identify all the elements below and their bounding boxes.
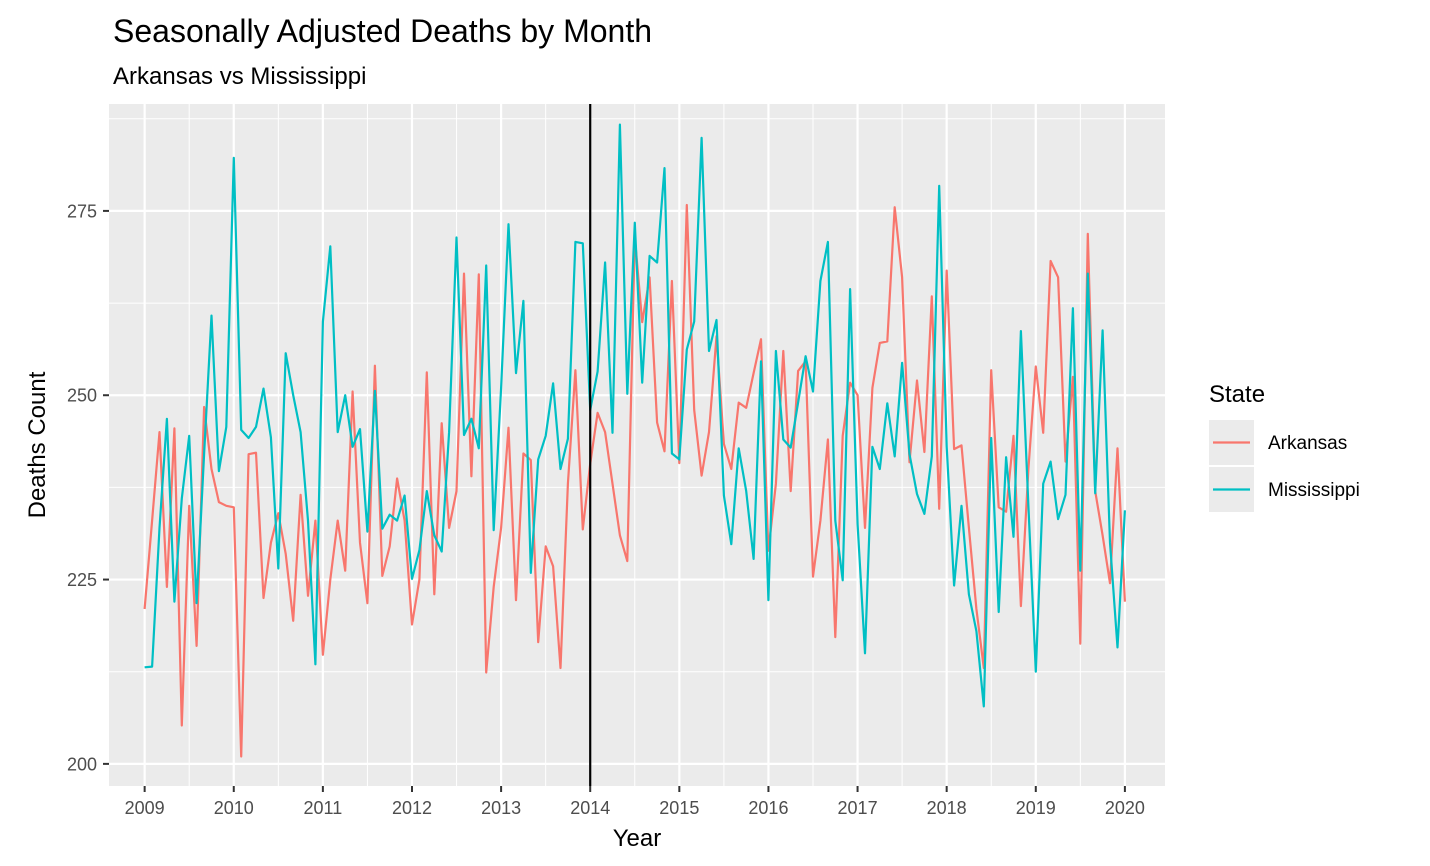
series-lines bbox=[143, 123, 1126, 758]
chart-subtitle: Arkansas vs Mississippi bbox=[113, 63, 366, 90]
y-tick-label: 200 bbox=[67, 754, 97, 774]
x-tick-label: 2015 bbox=[659, 798, 699, 818]
y-tick-label: 250 bbox=[67, 386, 97, 406]
x-tick-label: 2012 bbox=[392, 798, 432, 818]
x-tick-label: 2010 bbox=[214, 798, 254, 818]
x-tick-label: 2014 bbox=[570, 798, 610, 818]
y-axis-title: Deaths Count bbox=[24, 371, 51, 518]
x-tick-label: 2009 bbox=[125, 798, 165, 818]
x-tick-label: 2016 bbox=[748, 798, 788, 818]
series-line-mississippi bbox=[144, 123, 1126, 708]
y-axis: 200 225 250 275 bbox=[67, 201, 109, 774]
x-axis: 2009 2010 2011 2012 2013 2014 2015 2016 2017 2018… bbox=[125, 786, 1145, 818]
x-tick-label: 2017 bbox=[838, 798, 878, 818]
x-tick-label: 2018 bbox=[927, 798, 967, 818]
legend: State Arkansas Mississippi bbox=[1209, 381, 1360, 512]
x-tick-label: 2020 bbox=[1105, 798, 1145, 818]
y-tick-label: 225 bbox=[67, 570, 97, 590]
legend-label-arkansas: Arkansas bbox=[1268, 433, 1347, 454]
y-tick-label: 275 bbox=[67, 201, 97, 221]
chart-title: Seasonally Adjusted Deaths by Month bbox=[113, 13, 652, 49]
legend-label-mississippi: Mississippi bbox=[1268, 480, 1360, 501]
x-tick-label: 2013 bbox=[481, 798, 521, 818]
x-tick-label: 2019 bbox=[1016, 798, 1056, 818]
plot-panel bbox=[109, 104, 1165, 786]
x-axis-title: Year bbox=[613, 825, 662, 852]
x-tick-label: 2011 bbox=[304, 798, 343, 818]
legend-title: State bbox=[1209, 381, 1265, 408]
